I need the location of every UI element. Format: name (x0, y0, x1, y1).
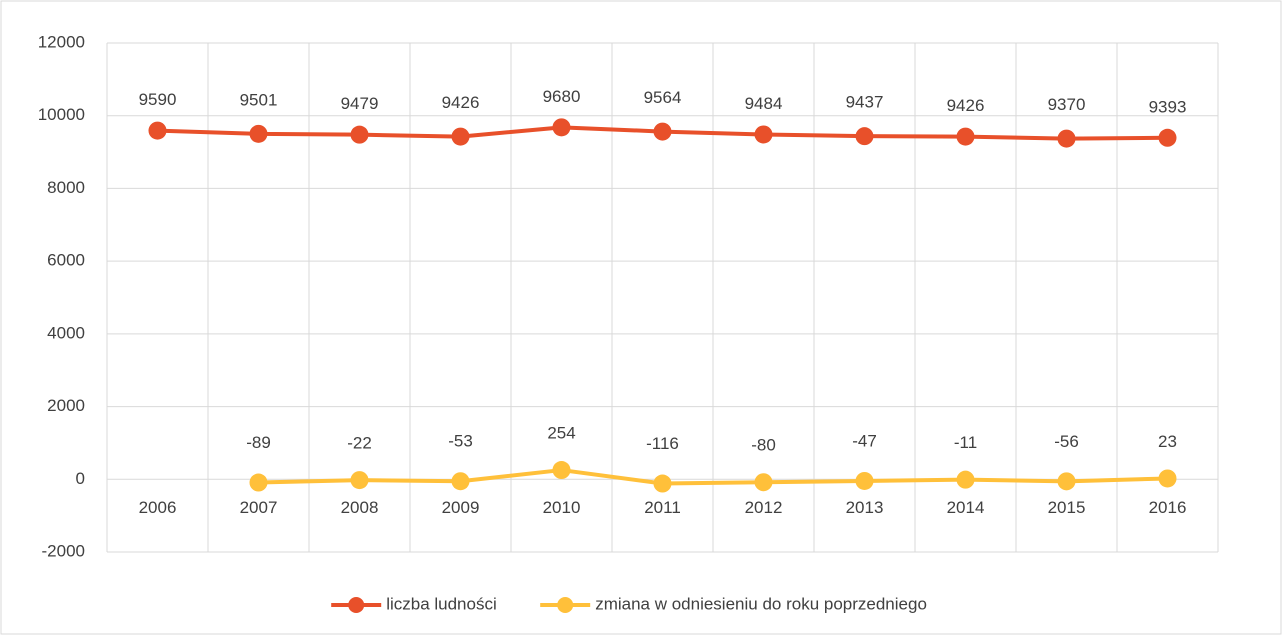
data-point (653, 474, 672, 493)
data-point (956, 470, 975, 489)
y-tick-label: 4000 (47, 323, 85, 342)
data-label: 9479 (341, 94, 379, 113)
x-tick-label: 2007 (240, 498, 278, 517)
x-tick-label: 2014 (947, 498, 985, 517)
data-point (1057, 129, 1076, 148)
data-point (350, 471, 369, 490)
data-point (249, 473, 268, 492)
legend-label: zmiana w odniesieniu do roku poprzednieg… (595, 594, 927, 613)
y-tick-label: -2000 (42, 541, 85, 560)
x-tick-label: 2009 (442, 498, 480, 517)
data-point (1158, 469, 1177, 488)
data-point (350, 125, 369, 144)
x-tick-label: 2013 (846, 498, 884, 517)
y-tick-label: 6000 (47, 251, 85, 270)
legend-label: liczba ludności (386, 594, 497, 613)
data-point (855, 127, 874, 146)
x-tick-label: 2016 (1149, 498, 1187, 517)
data-label: -22 (347, 434, 372, 453)
data-label: -11 (954, 433, 977, 452)
x-tick-label: 2010 (543, 498, 581, 517)
data-point (855, 471, 874, 490)
data-label: -47 (852, 431, 877, 450)
data-label: 9370 (1048, 95, 1086, 114)
data-point (148, 121, 167, 140)
y-tick-label: 10000 (38, 105, 85, 124)
data-label: -53 (448, 432, 473, 451)
data-label: -89 (246, 433, 271, 452)
data-point (451, 127, 470, 146)
y-tick-label: 12000 (38, 32, 85, 51)
data-point (1057, 472, 1076, 491)
x-tick-label: 2006 (139, 498, 177, 517)
x-tick-label: 2012 (745, 498, 783, 517)
data-point (249, 124, 268, 143)
data-point (653, 122, 672, 141)
data-label: 9393 (1149, 97, 1187, 116)
y-tick-label: 0 (76, 469, 85, 488)
data-point (754, 125, 773, 144)
data-label: -80 (751, 436, 776, 455)
data-label: 9590 (139, 90, 177, 109)
y-tick-label: 8000 (47, 178, 85, 197)
data-point (552, 461, 571, 480)
data-label: 9501 (240, 90, 278, 109)
data-label: 9426 (442, 93, 480, 112)
data-point (1158, 128, 1177, 147)
data-label: 9437 (846, 93, 884, 112)
y-tick-label: 2000 (47, 396, 85, 415)
x-tick-label: 2015 (1048, 498, 1086, 517)
data-label: -116 (646, 434, 679, 453)
data-label: 9426 (947, 96, 985, 115)
data-point (956, 127, 975, 146)
data-label: 9680 (543, 87, 581, 106)
data-label: 254 (547, 424, 575, 443)
legend-marker (557, 597, 574, 613)
series-line (258, 468, 1168, 486)
data-label: 9484 (745, 94, 783, 113)
legend-marker (348, 597, 365, 613)
data-label: 23 (1158, 432, 1177, 451)
data-point (754, 473, 773, 492)
data-label: 9564 (644, 88, 682, 107)
x-tick-label: 2011 (644, 498, 681, 517)
x-tick-label: 2008 (341, 498, 379, 517)
data-label: -56 (1054, 432, 1079, 451)
data-point (451, 472, 470, 491)
data-point (552, 118, 571, 137)
